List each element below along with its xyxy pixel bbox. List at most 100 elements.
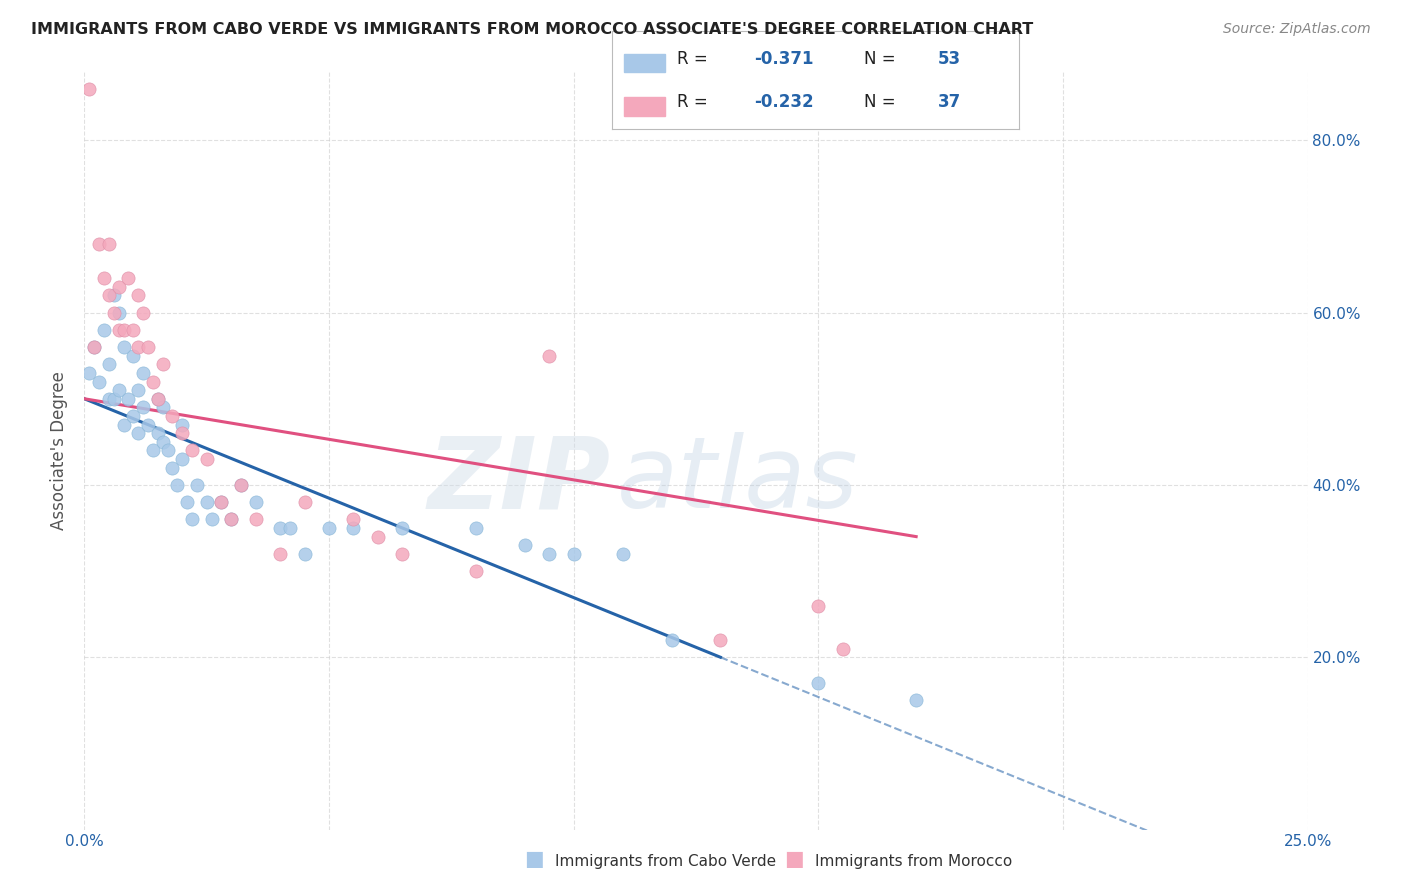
Text: Immigrants from Cabo Verde: Immigrants from Cabo Verde [555, 854, 776, 869]
Point [132, 401, 155, 415]
Text: ■: ■ [785, 849, 804, 869]
Point [127, 383, 149, 397]
Point [342, 512, 364, 526]
Point [127, 426, 149, 441]
Point [127, 340, 149, 354]
Point [152, 357, 174, 371]
Point [77, 366, 100, 380]
Point [229, 478, 252, 492]
Point [269, 521, 291, 535]
Point [245, 512, 267, 526]
Point [103, 305, 125, 319]
Point [661, 633, 683, 648]
Point [219, 512, 242, 526]
Text: ■: ■ [524, 849, 544, 869]
Point [391, 547, 413, 561]
Point [83, 340, 105, 354]
Point [132, 305, 155, 319]
Point [97, 236, 120, 251]
Point [162, 409, 184, 423]
Point [136, 340, 159, 354]
Point [117, 392, 139, 406]
Point [181, 512, 204, 526]
Point [245, 495, 267, 509]
Point [538, 547, 561, 561]
Point [166, 478, 188, 492]
Point [103, 288, 125, 302]
Point [103, 392, 125, 406]
Y-axis label: Associate's Degree: Associate's Degree [51, 371, 69, 530]
Point [278, 521, 301, 535]
Point [807, 676, 830, 690]
Text: -0.232: -0.232 [754, 93, 814, 111]
Point [181, 443, 204, 458]
Point [107, 383, 129, 397]
Point [318, 521, 340, 535]
Text: ZIP: ZIP [427, 433, 610, 529]
Text: N =: N = [865, 50, 901, 68]
Text: Immigrants from Morocco: Immigrants from Morocco [815, 854, 1012, 869]
Point [152, 401, 174, 415]
Point [122, 323, 145, 337]
Text: R =: R = [676, 50, 713, 68]
Point [294, 495, 316, 509]
Bar [624, 54, 665, 72]
Point [905, 693, 928, 707]
Text: -0.371: -0.371 [754, 50, 814, 68]
Point [146, 392, 169, 406]
Point [122, 349, 145, 363]
Point [186, 478, 208, 492]
Point [97, 392, 120, 406]
Bar [624, 97, 665, 116]
Point [294, 547, 316, 561]
Point [513, 538, 536, 552]
Point [269, 547, 291, 561]
Point [93, 323, 115, 337]
Point [127, 288, 149, 302]
Point [132, 366, 155, 380]
Point [146, 392, 169, 406]
Text: R =: R = [676, 93, 713, 111]
Point [172, 452, 194, 467]
Text: IMMIGRANTS FROM CABO VERDE VS IMMIGRANTS FROM MOROCCO ASSOCIATE'S DEGREE CORRELA: IMMIGRANTS FROM CABO VERDE VS IMMIGRANTS… [31, 22, 1033, 37]
Point [142, 443, 165, 458]
Text: N =: N = [865, 93, 901, 111]
Point [87, 375, 110, 389]
Point [562, 547, 585, 561]
Point [93, 271, 115, 285]
Text: 53: 53 [938, 50, 960, 68]
Point [807, 599, 830, 613]
Point [831, 641, 853, 656]
Point [136, 417, 159, 432]
Point [87, 236, 110, 251]
Point [107, 305, 129, 319]
Point [122, 409, 145, 423]
Point [538, 349, 561, 363]
Point [209, 495, 232, 509]
Point [172, 417, 194, 432]
Point [195, 452, 218, 467]
Text: atlas: atlas [616, 433, 858, 529]
Point [77, 81, 100, 95]
Point [195, 495, 218, 509]
Point [107, 323, 129, 337]
Point [172, 426, 194, 441]
Point [107, 279, 129, 293]
Point [229, 478, 252, 492]
Point [112, 323, 135, 337]
Point [97, 288, 120, 302]
Point [152, 434, 174, 449]
Point [162, 460, 184, 475]
Point [391, 521, 413, 535]
Point [117, 271, 139, 285]
Point [83, 340, 105, 354]
Point [112, 417, 135, 432]
Point [112, 340, 135, 354]
Point [97, 357, 120, 371]
Point [156, 443, 179, 458]
Point [612, 547, 634, 561]
Point [464, 521, 486, 535]
Point [342, 521, 364, 535]
Point [142, 375, 165, 389]
Point [146, 426, 169, 441]
